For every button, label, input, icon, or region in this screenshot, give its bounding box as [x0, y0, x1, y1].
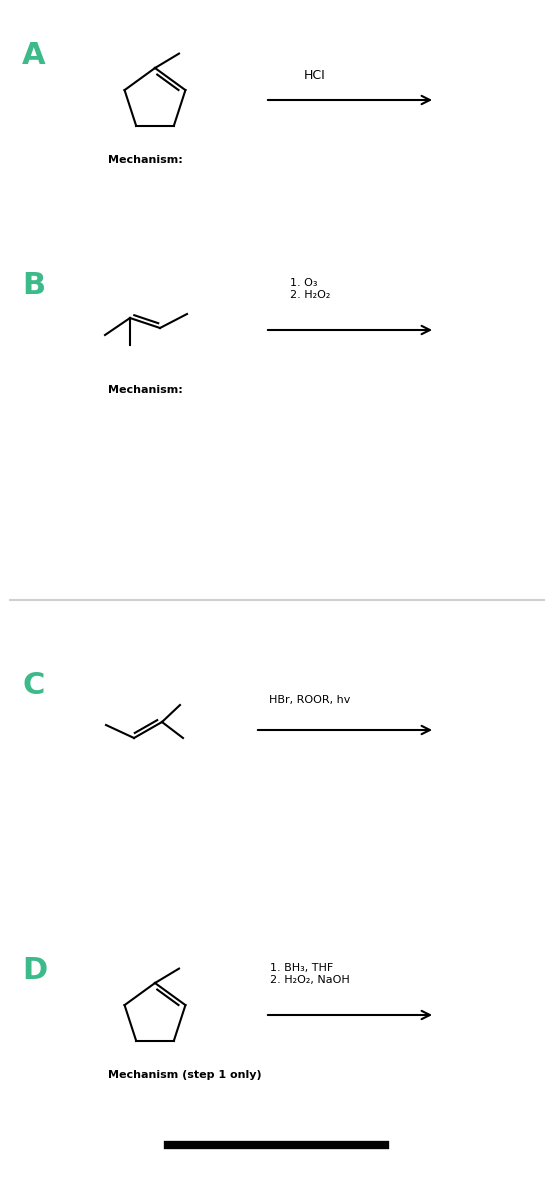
Text: B: B [22, 271, 45, 300]
Text: Mechanism:: Mechanism: [108, 385, 183, 395]
Text: Mechanism:: Mechanism: [108, 155, 183, 164]
Text: D: D [22, 956, 47, 985]
Text: HBr, ROOR, hv: HBr, ROOR, hv [269, 695, 351, 704]
Text: 1. BH₃, THF
2. H₂O₂, NaOH: 1. BH₃, THF 2. H₂O₂, NaOH [270, 964, 350, 985]
Text: C: C [22, 671, 44, 700]
Text: Mechanism (step 1 only): Mechanism (step 1 only) [108, 1070, 261, 1080]
Text: A: A [22, 41, 45, 70]
Text: 1. O₃
2. H₂O₂: 1. O₃ 2. H₂O₂ [290, 278, 330, 300]
Text: HCI: HCI [304, 68, 326, 82]
